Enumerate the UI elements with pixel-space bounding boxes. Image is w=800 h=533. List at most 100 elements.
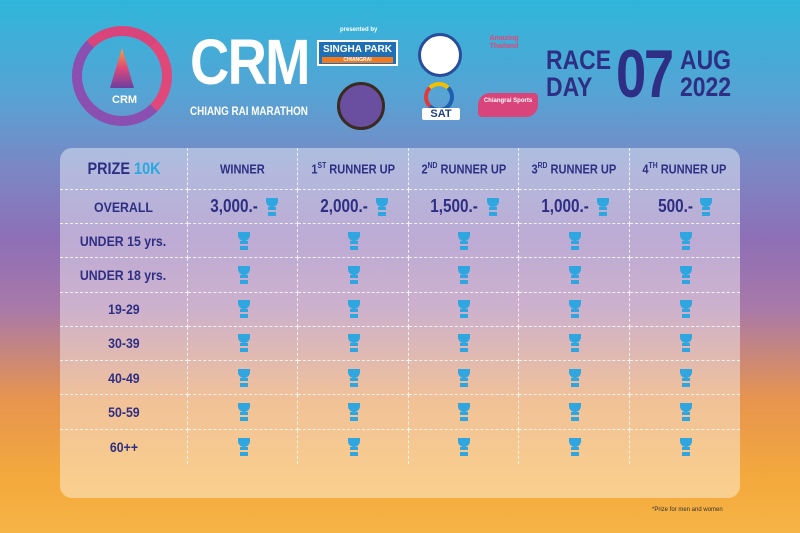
trophy-icon	[456, 231, 472, 250]
trophy-cell	[298, 224, 409, 259]
trophy-cell	[629, 258, 740, 293]
prize-amount: 1,000.-	[541, 196, 589, 217]
amazing-thailand-logo: Amazing Thailand	[489, 35, 519, 50]
trophy-icon	[456, 402, 472, 421]
trophy-icon	[485, 197, 501, 216]
trophy-cell	[298, 258, 409, 293]
trophy-cell	[298, 326, 409, 362]
column-header: 1ST RUNNER UP	[298, 148, 409, 190]
trophy-cell	[298, 361, 409, 396]
trophy-cell	[519, 361, 630, 396]
trophy-cell	[408, 361, 520, 396]
trophy-cell	[188, 326, 299, 362]
brand-title: CRM	[190, 26, 310, 98]
trophy-cell	[188, 395, 299, 430]
trophy-cell	[629, 327, 740, 362]
prize-amount: 2,000.-	[320, 196, 368, 217]
column-header: 3RD RUNNER UP	[519, 148, 630, 190]
trophy-icon	[678, 402, 694, 421]
trophy-cell	[188, 258, 299, 293]
row-label: 19-29	[60, 292, 188, 327]
trophy-icon	[678, 231, 694, 250]
trophy-icon	[346, 334, 362, 353]
trophy-icon	[678, 368, 694, 387]
trophy-icon	[456, 437, 472, 456]
trophy-icon	[456, 266, 472, 285]
tat-logo	[418, 33, 462, 77]
trophy-cell	[298, 395, 409, 430]
trophy-icon	[236, 300, 252, 319]
column-header: 2ND RUNNER UP	[408, 148, 520, 190]
trophy-cell	[629, 293, 740, 327]
trophy-cell	[519, 429, 630, 464]
trophy-icon	[567, 402, 583, 421]
row-label: 30-39	[60, 326, 188, 362]
trophy-icon	[264, 197, 280, 216]
trophy-cell	[519, 395, 630, 430]
trophy-icon	[346, 437, 362, 456]
row-label: 40-49	[60, 361, 188, 396]
trophy-icon	[567, 368, 583, 387]
trophy-icon	[678, 334, 694, 353]
presented-by: presented by	[340, 27, 378, 33]
row-label: UNDER 15 yrs.	[60, 224, 188, 259]
prize-cell: 3,000.-	[188, 190, 299, 225]
trophy-cell	[519, 326, 630, 362]
trophy-icon	[456, 368, 472, 387]
trophy-cell	[519, 292, 630, 327]
trophy-icon	[346, 266, 362, 285]
logo-badge: CRM	[112, 94, 138, 106]
row-label: UNDER 18 yrs.	[60, 258, 188, 293]
trophy-cell	[629, 395, 740, 430]
trophy-icon	[236, 334, 252, 353]
prize-amount: 3,000.-	[209, 196, 258, 217]
trophy-cell	[188, 361, 299, 396]
trophy-icon	[456, 300, 472, 319]
race-day-label: RACE DAY	[546, 45, 612, 102]
trophy-cell	[409, 429, 520, 464]
race-month-year: AUG 2022	[680, 45, 732, 102]
trophy-icon	[698, 197, 714, 216]
trophy-icon	[346, 402, 362, 421]
trophy-icon	[567, 231, 583, 250]
trophy-icon	[567, 437, 583, 456]
province-seal-logo	[337, 82, 385, 130]
chiang-rai-marathon-logo: CRM	[72, 26, 172, 126]
column-header: 4TH RUNNER UP	[629, 148, 740, 190]
trophy-icon	[236, 266, 252, 285]
trophy-icon	[595, 197, 611, 216]
prize-table: PRIZE 10K WINNER 1ST RUNNER UP 2ND RUNNER …	[60, 148, 740, 498]
trophy-icon	[456, 334, 472, 353]
singha-park-logo: SINGHA PARK CHIANGRAI	[317, 40, 398, 66]
prize-cell: 1,000.-	[519, 190, 630, 225]
trophy-icon	[236, 231, 252, 250]
row-label-overall: OVERALL	[60, 190, 188, 225]
brand-subtitle: CHIANG RAI MARATHON	[190, 104, 308, 118]
trophy-cell	[408, 224, 520, 259]
trophy-cell	[519, 224, 630, 259]
row-label: 60++	[60, 429, 188, 464]
trophy-cell	[298, 292, 409, 327]
trophy-cell	[408, 292, 520, 327]
trophy-cell	[629, 224, 740, 259]
trophy-icon	[678, 300, 694, 319]
trophy-cell	[408, 395, 520, 430]
column-header: WINNER	[188, 148, 299, 190]
trophy-icon	[236, 402, 252, 421]
trophy-icon	[678, 437, 694, 456]
trophy-icon	[678, 266, 694, 285]
trophy-icon	[346, 231, 362, 250]
trophy-icon	[346, 368, 362, 387]
trophy-cell	[298, 429, 409, 464]
trophy-icon	[236, 368, 252, 387]
trophy-cell	[630, 430, 740, 464]
prize-amount: 500.-	[658, 196, 694, 217]
trophy-cell	[188, 429, 299, 464]
trophy-cell	[408, 326, 520, 362]
trophy-cell	[188, 292, 299, 327]
trophy-icon	[236, 437, 252, 456]
prize-amount: 1,500.-	[430, 196, 479, 217]
chiangrai-sports-logo: Chiangrai Sports	[478, 93, 538, 117]
trophy-cell	[188, 224, 299, 259]
